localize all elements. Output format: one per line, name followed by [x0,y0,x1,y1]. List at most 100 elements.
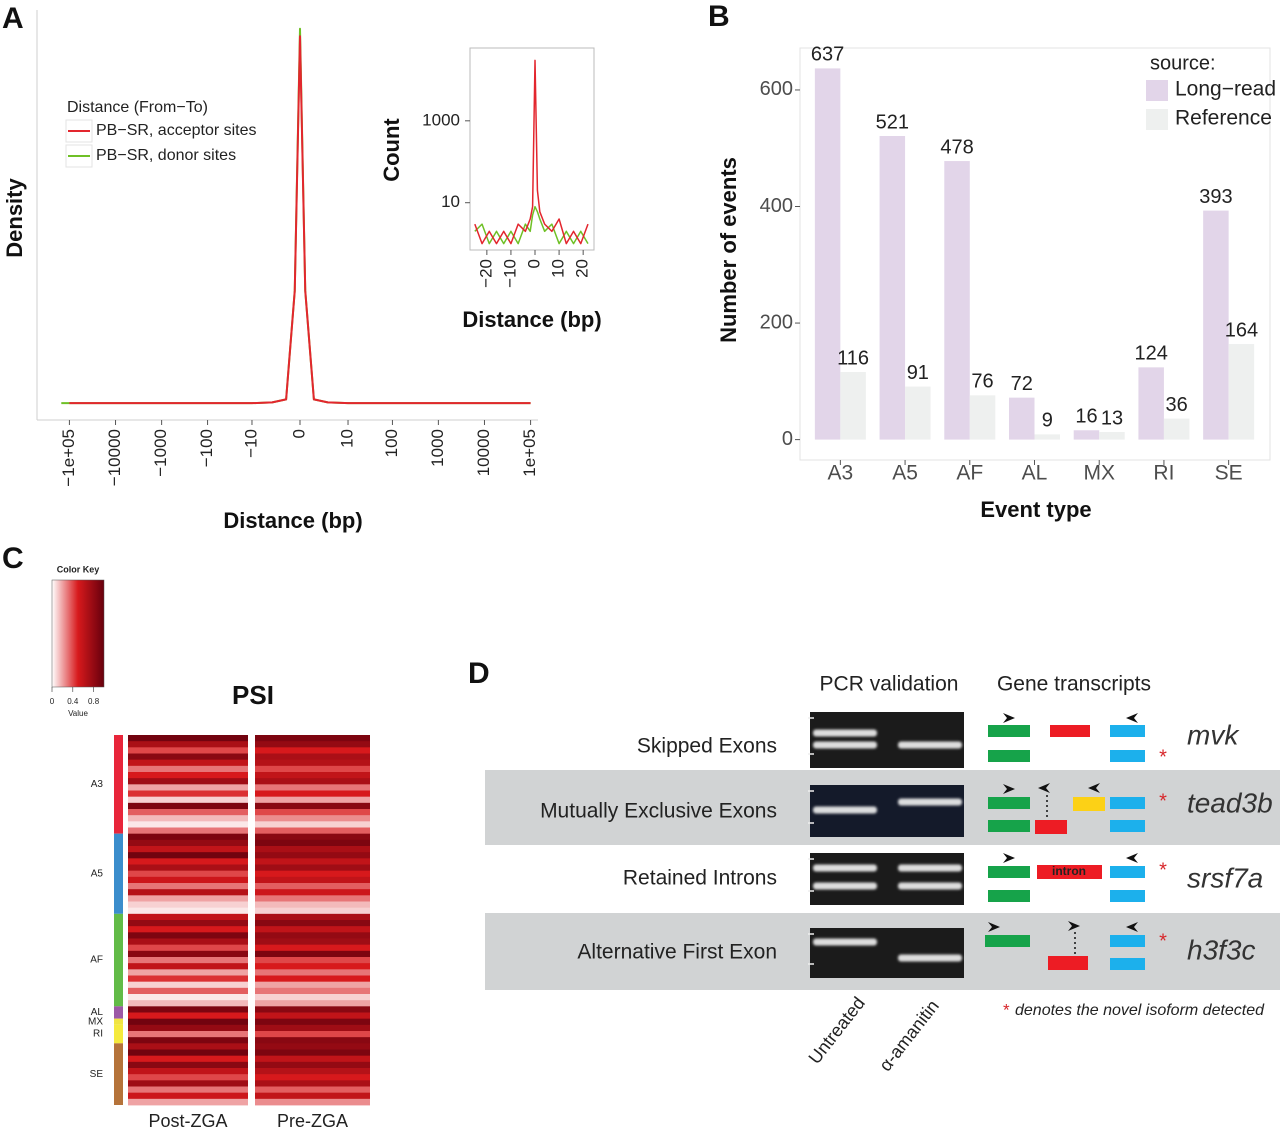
y-axis-title: Number of events [716,157,741,343]
heat-cell [255,913,370,921]
heat-cell [255,1000,370,1007]
column-header: PCR validation [820,673,959,696]
bar [1138,367,1164,440]
gel-band [813,729,877,737]
x-tick-label: AL [1022,462,1048,485]
primer-arrow [1088,783,1100,793]
row-group-bar [114,1018,123,1025]
heat-cell [128,1043,248,1050]
novel-marker: * [1159,790,1167,812]
heat-cell [255,981,370,989]
bar [1034,434,1060,440]
novel-marker: * [1159,746,1167,768]
event-label: Skipped Exons [637,735,777,758]
y-axis-title: Density [2,178,27,258]
key-tick-label: 0 [50,697,55,706]
heat-cell [255,938,370,946]
heat-cell [128,870,248,878]
heat-cell [255,747,370,754]
heat-cell [128,1049,248,1057]
panel-label: C [2,542,24,575]
exon [1048,956,1088,970]
x-axis-title: Event type [980,497,1091,522]
gel-band [813,864,877,872]
heat-cell [128,846,248,853]
heat-cell [255,963,370,970]
heat-cell [128,778,248,785]
exon [1110,797,1145,809]
primer-arrow [1003,713,1015,723]
heat-cell [255,870,370,878]
heat-cell [255,876,370,884]
heat-cell [128,876,248,884]
bar [1203,210,1229,440]
heat-cell [128,1074,248,1081]
heat-cell [255,846,370,853]
x-tick-label: −1e+05 [59,429,78,487]
row-group-label: A3 [91,779,104,790]
gene-name: srsf7a [1187,862,1263,893]
x-tick-label: −20 [476,259,495,288]
key-tick-label: 0.8 [88,697,100,706]
exon [1110,935,1145,947]
row-group-label: RI [93,1029,103,1040]
heat-cell [128,1000,248,1007]
x-tick-label: A3 [828,462,854,485]
primer-arrow [1126,713,1138,723]
heat-cell [128,975,248,983]
primer-arrow [1003,853,1015,863]
x-tick-label: 0 [289,429,308,438]
heat-cell [255,821,370,828]
heat-cell [128,852,248,859]
x-tick-label: 0 [524,259,543,268]
column-header: Gene transcripts [997,673,1151,696]
heat-cell [128,864,248,872]
heat-cell [255,852,370,859]
heat-cell [128,839,248,847]
heat-cell [128,741,248,748]
legend-label: Long−read [1175,78,1276,101]
bar [1163,418,1190,440]
heat-cell [255,796,370,804]
heat-cell [255,1068,370,1075]
heat-cell [128,1092,248,1100]
heat-cell [128,950,248,958]
bar [944,161,970,440]
intron-label: intron [1052,864,1086,878]
heat-cell [128,883,248,890]
heat-cell [255,1031,370,1038]
x-tick-label: AF [956,462,983,485]
heat-cell [255,1055,370,1063]
x-tick-label: 100 [382,429,401,457]
line-series [474,59,589,245]
heat-cell [128,1006,248,1013]
exon [985,935,1030,947]
data-label: 637 [811,44,844,66]
heat-cell [128,753,248,761]
heat-cell [255,944,370,952]
row-group-label: AF [90,955,103,966]
legend-label: Reference [1175,107,1272,130]
x-tick-label: 1000 [428,429,447,467]
exon [988,797,1030,809]
panel-label: D [468,657,490,690]
heat-cell [128,796,248,804]
gel-image [810,853,964,905]
heat-cell [128,759,248,767]
heat-cell [255,1049,370,1057]
x-tick-label: 10000 [474,429,493,476]
heat-cell [255,883,370,890]
gel-band [898,954,962,962]
row-group-bar [114,833,123,914]
data-label: 16 [1075,406,1097,428]
heat-cell [255,932,370,939]
legend-label: PB−SR, acceptor sites [96,122,257,139]
heat-cell [128,821,248,828]
x-tick-label: −100 [197,429,216,467]
gel-band [898,798,962,806]
x-tick-label: 1e+05 [520,429,539,477]
y-tick-label: 0 [782,428,793,450]
line-series [69,35,531,405]
intron [1037,865,1102,879]
heat-cell [255,907,370,915]
